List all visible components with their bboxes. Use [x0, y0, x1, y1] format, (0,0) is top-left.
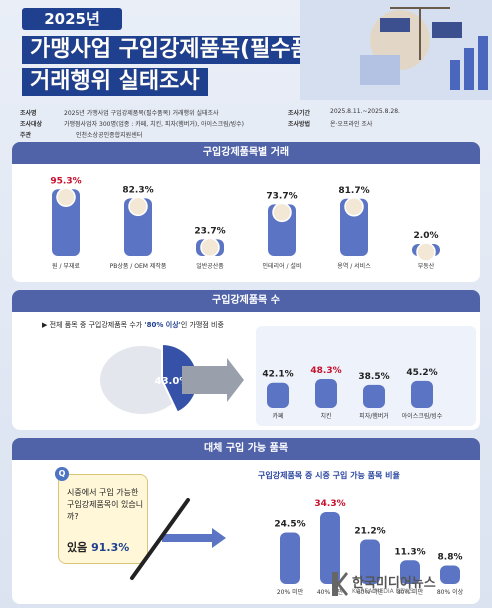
panel-title-2: 구입강제품목 수: [12, 290, 480, 312]
panel-title-1: 구입강제품목별 거래: [12, 142, 480, 164]
survey-info: 조사명 2025년 가맹사업 구입강제품목(필수품목) 거래행위 실태조사 조사…: [12, 104, 480, 140]
panel-item-types: 구입강제품목별 거래 95.3% 원 / 부재료 82.3% PB상품 / OEM 제…: [12, 142, 480, 282]
survey-target: 가맹점사업자 300명(업종 : 카페, 치킨, 피자(햄버거), 아이스크림/…: [64, 121, 245, 128]
panel-alternative: 대체 구입 가능 품목 Q 시중에서 구입 가능한 구입강제품목이 있습니까? …: [12, 438, 480, 604]
bar-ratio: [360, 539, 380, 584]
bar-ratio: [320, 511, 340, 584]
q-mark: Q: [55, 467, 69, 481]
logo-en: KOREA MEDIA NEWS: [352, 588, 414, 595]
pie-slice-label: 43.0%: [155, 376, 190, 387]
bar-value-label: 21.2%: [354, 526, 385, 536]
year-badge: 2025년: [22, 8, 122, 30]
bar-value-label: 73.7%: [266, 191, 297, 201]
title-line-2: 거래행위 실태조사: [22, 68, 208, 96]
survey-name-key: 조사명: [20, 110, 37, 117]
panel-item-count: 구입강제품목 수 ▶ 전체 품목 중 구입강제품목 수가 '80% 이상'인 가…: [12, 290, 480, 430]
category-label: 원 / 부재료: [52, 262, 80, 270]
bar-icon: [200, 237, 220, 258]
category-label: 치킨: [320, 412, 331, 420]
category-label: 60% 미만: [357, 588, 384, 596]
bar-value-label: 45.2%: [406, 368, 437, 378]
method-key: 조사방법: [288, 121, 311, 128]
category-label: 부동산: [418, 262, 435, 270]
arrow-shape: [182, 358, 244, 402]
survey-name: 2025년 가맹사업 구입강제품목(필수품목) 거래행위 실태조사: [64, 110, 219, 117]
count-note: ▶ 전체 품목 중 구입강제품목 수가 '80% 이상'인 가맹점 비중: [42, 321, 224, 329]
answer-prefix: 있음: [67, 541, 92, 554]
survey-target-key: 조사대상: [20, 121, 43, 128]
bar-value-label: 95.3%: [50, 176, 81, 186]
bar-industry: [315, 379, 337, 408]
host: 인천소상공인종합지원센터: [76, 132, 143, 139]
chart-item-count: 43.0% 42.1% 카페 48.3% 치킨 38.5% 피자/햄버거 45.2% 아이스크림…: [100, 326, 476, 426]
bar-ratio: [440, 565, 460, 584]
logo-name: 한국미디어뉴스: [352, 576, 436, 591]
bar-value-label: 11.3%: [394, 547, 425, 557]
chart-item-types: 95.3% 원 / 부재료 82.3% PB상품 / OEM 제작품 23.7% 일반공산…: [50, 176, 440, 270]
category-label: 40% 미만: [317, 588, 344, 596]
arrow-shape: [162, 528, 226, 548]
bar-value-label: 38.5%: [358, 372, 389, 382]
bar-value-label: 42.1%: [262, 370, 293, 380]
bar-ratio: [280, 532, 300, 584]
category-label: PB상품 / OEM 제작품: [110, 262, 167, 270]
answer-value: 91.3%: [91, 541, 130, 554]
category-label: 일반공산품: [196, 262, 224, 270]
bar-industry: [411, 380, 433, 408]
chart3-title: 구입강제품목 중 시중 구입 가능 품목 비율: [258, 471, 400, 480]
bar-value-label: 24.5%: [274, 520, 305, 530]
bar-value-label: 81.7%: [338, 186, 369, 196]
title-line-1: 가맹사업 구입강제품목(필수품목): [22, 36, 350, 64]
header-illustration: [300, 0, 492, 100]
bar-icon: [56, 187, 76, 208]
period: 2025.8.11.~2025.8.28.: [330, 108, 400, 115]
bar-value-label: 8.8%: [438, 553, 463, 563]
category-label: 인테리어 / 설비: [263, 262, 302, 270]
period-key: 조사기간: [288, 110, 311, 117]
panel-title-3: 대체 구입 가능 품목: [12, 438, 480, 460]
category-label: 80% 미만: [397, 588, 424, 596]
bar-icon: [128, 196, 148, 217]
answer: 있음 91.3%: [67, 539, 129, 555]
bar-industry: [363, 384, 385, 408]
bar-icon: [416, 242, 436, 262]
bar-icon: [272, 202, 292, 223]
bar-value-label: 82.3%: [122, 185, 153, 195]
category-label: 아이스크림/빙수: [402, 412, 443, 420]
bar-ratio: [400, 560, 420, 584]
logo-icon: [332, 572, 348, 596]
host-key: 주관: [20, 132, 32, 139]
chart-alternative: 24.5% 20% 미만 34.3% 40% 미만 21.2% 60% 미만 11.3% 80…: [130, 498, 464, 596]
press-logo: 한국미디어뉴스 KOREA MEDIA NEWS: [330, 566, 480, 598]
pen-icon: [130, 498, 190, 580]
note-suffix: 인 가맹점 비중: [180, 321, 224, 329]
category-label: 20% 미만: [277, 588, 304, 596]
bar-industry: [267, 382, 289, 408]
question-box: Q 시중에서 구입 가능한 구입강제품목이 있습니까? 있음 91.3%: [55, 467, 148, 564]
method: 온·오프라인 조사: [330, 121, 373, 128]
category-label: 용역 / 서비스: [337, 262, 371, 270]
bar-icon: [344, 197, 364, 217]
category-label: 80% 이상: [437, 588, 464, 596]
category-label: 피자/햄버거: [359, 412, 389, 420]
question-text: 시중에서 구입 가능한 구입강제품목이 있습니까?: [67, 488, 144, 521]
bar-item-type: [52, 189, 80, 256]
note-highlight: '80% 이상': [144, 321, 181, 329]
bar-value-label: 23.7%: [194, 226, 225, 236]
bar-value-label: 2.0%: [414, 231, 439, 241]
category-label: 카페: [272, 412, 283, 420]
note-prefix: 전체 품목 중 구입강제품목 수가: [49, 321, 145, 329]
bar-value-label: 48.3%: [310, 366, 341, 376]
bar-value-label: 34.3%: [314, 499, 345, 509]
